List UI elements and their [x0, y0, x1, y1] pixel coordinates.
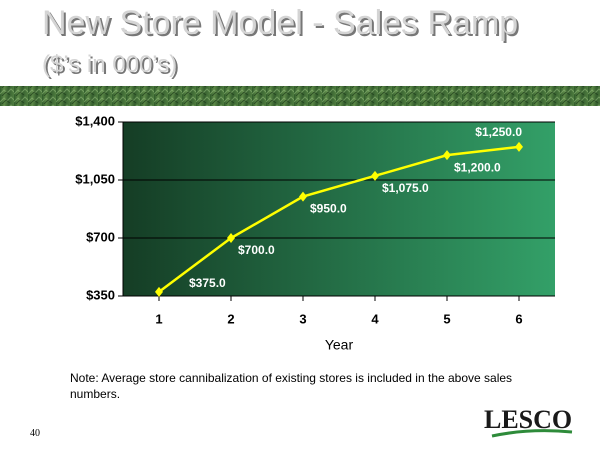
- marker: [371, 170, 379, 181]
- note-box: Note: Average store cannibalization of e…: [70, 371, 513, 401]
- subtitle-shadow: ($’s in 000’s): [44, 53, 179, 80]
- decor-band: [0, 86, 600, 106]
- data-label: $950.0: [310, 202, 347, 216]
- y-tick-label: $350: [86, 287, 115, 302]
- marker: [443, 150, 451, 161]
- data-label: $375.0: [189, 276, 226, 290]
- y-tick-label: $700: [86, 229, 115, 244]
- marker: [515, 141, 523, 152]
- data-label: $1,075.0: [382, 181, 429, 195]
- x-tick-label: 3: [299, 311, 306, 326]
- y-tick-label: $1,400: [75, 113, 115, 128]
- line: [158, 145, 520, 293]
- logo-swoosh: [491, 429, 573, 438]
- x-tick-label: 5: [443, 311, 450, 326]
- marker: [227, 233, 235, 243]
- x-axis-label: Year: [325, 337, 354, 353]
- subtitle: ($’s in 000’s): [42, 51, 177, 78]
- marker: [155, 286, 163, 297]
- y-tick-label: $1,050: [75, 171, 115, 186]
- data-label: $1,200.0: [454, 160, 501, 174]
- x-tick-label: 2: [227, 311, 234, 326]
- note: Note: Average store cannibalization of e…: [70, 371, 513, 401]
- data-label: $700.0: [238, 243, 275, 257]
- x-tick-label: 6: [515, 311, 522, 326]
- marker: [299, 191, 307, 202]
- x-tick-label: 4: [371, 311, 379, 326]
- title: New Store Model - Sales Ramp: [42, 4, 518, 42]
- data-label: $1,250.0: [475, 125, 522, 139]
- page-number: 40: [30, 428, 40, 439]
- title-shadow: New Store Model - Sales Ramp: [44, 6, 520, 44]
- logo: LESCO: [484, 405, 572, 434]
- x-tick-label: 1: [155, 311, 162, 326]
